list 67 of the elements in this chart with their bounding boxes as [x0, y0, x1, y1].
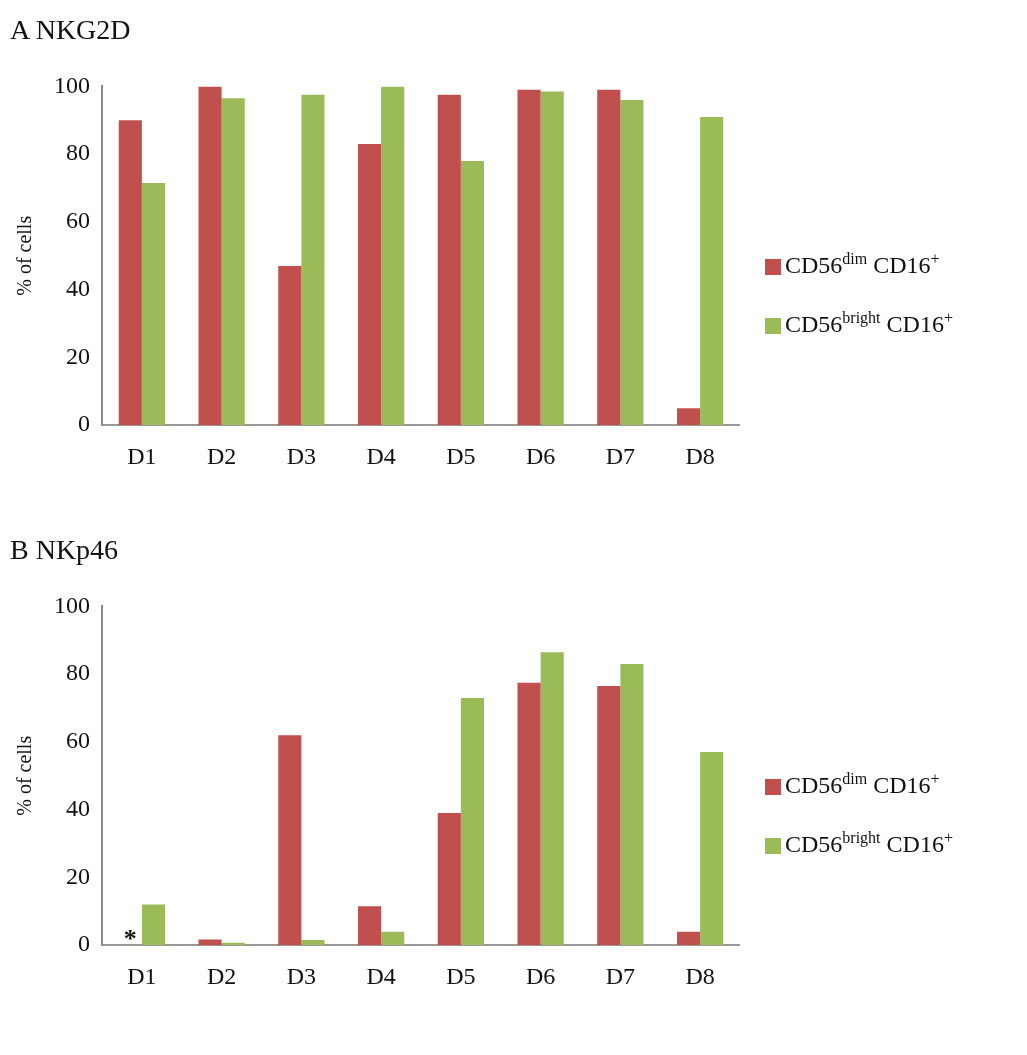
bar: [358, 144, 382, 426]
bar: [381, 931, 405, 946]
y-tick-label: 0: [78, 930, 90, 957]
legend-label: CD56$^{bright}$ CD16$^{+}$: [785, 829, 953, 857]
x-tick-label: D6: [525, 442, 556, 469]
bar: [540, 652, 564, 946]
x-tick-label: D2: [206, 442, 237, 469]
chart-title: B NKp46: [10, 534, 119, 566]
y-tick-label: 100: [54, 71, 90, 98]
legend-label: CD56$^{dim}$ CD16$^{+}$: [785, 250, 940, 278]
x-tick-label: D2: [206, 962, 237, 989]
bar: [198, 86, 222, 426]
bar: [301, 94, 325, 426]
y-axis-title: % of cells: [13, 215, 36, 296]
bar: [700, 752, 724, 946]
x-tick-label: D3: [286, 442, 317, 469]
x-tick-label: D4: [366, 442, 396, 469]
y-tick-label: 80: [66, 659, 90, 686]
bar: [620, 664, 644, 946]
y-tick-label: 60: [66, 207, 90, 234]
bar: [517, 89, 541, 426]
bar: [460, 160, 484, 426]
y-tick-label: 40: [66, 274, 90, 301]
x-tick-label: D7: [605, 962, 636, 989]
bar: [460, 697, 484, 946]
bar: [540, 91, 564, 426]
bar: [677, 408, 701, 426]
x-tick-label: D5: [446, 442, 476, 469]
y-tick-label: 80: [66, 139, 90, 166]
x-tick-label: D5: [446, 962, 476, 989]
bar: [221, 98, 245, 426]
bar: [358, 906, 382, 946]
bar: [118, 120, 142, 426]
x-tick-label: D3: [286, 962, 317, 989]
bar: [597, 686, 621, 946]
bar: [597, 89, 621, 426]
x-tick-label: D7: [605, 442, 636, 469]
bar: [278, 265, 302, 426]
y-tick-label: 40: [66, 794, 90, 821]
bar: [141, 182, 165, 426]
bar: [437, 813, 461, 946]
x-tick-label: D8: [685, 442, 715, 469]
bar: [301, 940, 325, 946]
x-tick-label: D1: [127, 962, 157, 989]
x-tick-label: D6: [525, 962, 556, 989]
x-tick-label: D1: [127, 442, 157, 469]
bar: [278, 735, 302, 946]
bar: [198, 939, 222, 946]
annotation: *: [123, 923, 137, 953]
bar: [700, 116, 724, 426]
legend-label: CD56$^{dim}$ CD16$^{+}$: [785, 770, 940, 798]
bar: [620, 99, 644, 426]
bar: [381, 86, 405, 426]
x-tick-label: D4: [366, 962, 396, 989]
y-tick-label: 60: [66, 727, 90, 754]
bar: [141, 904, 165, 946]
y-tick-label: 20: [66, 342, 90, 369]
legend-label: CD56$^{bright}$ CD16$^{+}$: [785, 309, 953, 337]
y-tick-label: 20: [66, 862, 90, 889]
bar: [517, 682, 541, 946]
y-tick-label: 0: [78, 410, 90, 437]
bar: [437, 94, 461, 426]
y-tick-label: 100: [54, 591, 90, 618]
bar: [677, 931, 701, 946]
y-axis-title: % of cells: [13, 735, 36, 816]
chart-title: A NKG2D: [10, 14, 131, 46]
x-tick-label: D8: [685, 962, 715, 989]
